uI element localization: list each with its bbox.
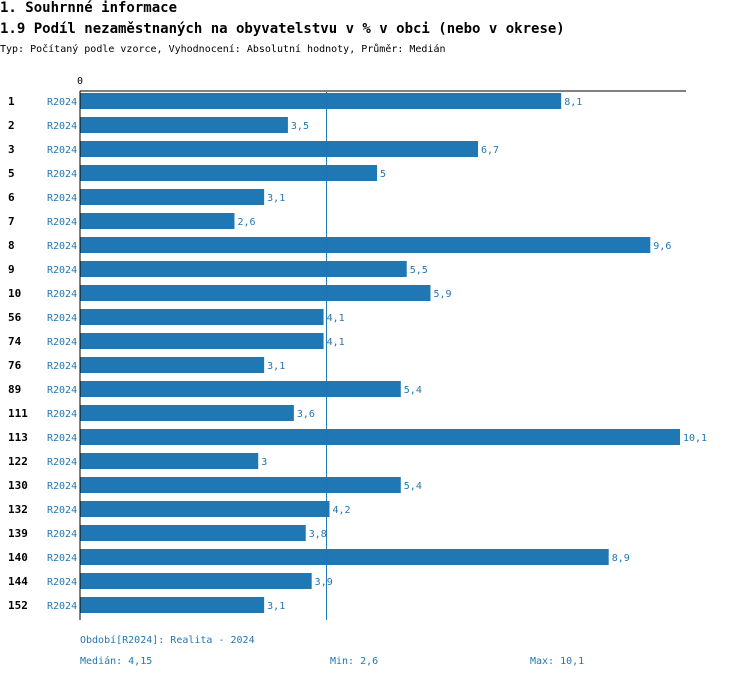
bar	[80, 453, 259, 469]
min-stat: Min: 2,6	[330, 656, 379, 667]
series-label: R2024	[47, 553, 77, 564]
category-label: 132	[8, 503, 28, 516]
category-label: 140	[8, 551, 28, 564]
bar	[80, 525, 306, 541]
bar-value-label: 5,4	[404, 385, 422, 396]
bar	[80, 573, 312, 589]
bar	[80, 213, 235, 229]
category-label: 130	[8, 479, 28, 492]
bar-value-label: 4,2	[333, 505, 351, 516]
series-label: R2024	[47, 601, 77, 612]
max-stat: Max: 10,1	[530, 656, 585, 667]
category-label: 1	[8, 95, 15, 108]
category-label: 74	[8, 335, 22, 348]
series-label: R2024	[47, 193, 77, 204]
section-title: 1. Souhrnné informace	[0, 0, 178, 16]
bar	[80, 597, 265, 613]
bar	[80, 357, 265, 373]
bar	[80, 165, 378, 181]
bar-value-label: 8,9	[612, 553, 630, 564]
category-label: 111	[8, 407, 28, 420]
category-label: 144	[8, 575, 28, 588]
category-label: 122	[8, 455, 28, 468]
bar	[80, 261, 407, 277]
bar-value-label: 4,1	[327, 337, 345, 348]
bar	[80, 189, 265, 205]
bar	[80, 117, 288, 133]
bar-value-label: 5	[380, 169, 386, 180]
series-label: R2024	[47, 289, 77, 300]
bar	[80, 141, 479, 157]
series-label: R2024	[47, 313, 77, 324]
category-label: 76	[8, 359, 22, 372]
bar-value-label: 5,9	[433, 289, 451, 300]
category-label: 2	[8, 119, 15, 132]
bar-value-label: 3,5	[291, 121, 309, 132]
series-label: R2024	[47, 121, 77, 132]
axis-zero-label: 0	[77, 76, 83, 87]
category-label: 56	[8, 311, 22, 324]
series-label: R2024	[47, 169, 77, 180]
bar-value-label: 9,6	[653, 241, 671, 252]
period-legend: Období[R2024]: Realita - 2024	[80, 635, 255, 646]
category-label: 3	[8, 143, 15, 156]
series-label: R2024	[47, 409, 77, 420]
series-label: R2024	[47, 217, 77, 228]
category-label: 10	[8, 287, 21, 300]
bar	[80, 501, 330, 517]
bar	[80, 93, 562, 109]
bar-value-label: 3,6	[297, 409, 315, 420]
chart-subtitle: Typ: Počítaný podle vzorce, Vyhodnocení:…	[0, 44, 446, 55]
bar-value-label: 5,5	[410, 265, 428, 276]
series-label: R2024	[47, 577, 77, 588]
bar	[80, 405, 294, 421]
bar-value-label: 3,8	[309, 529, 327, 540]
bar	[80, 333, 324, 349]
bar-value-label: 6,7	[481, 145, 499, 156]
bar-value-label: 3,9	[315, 577, 333, 588]
bar	[80, 309, 324, 325]
bar-value-label: 10,1	[683, 433, 707, 444]
bar	[80, 477, 401, 493]
bar-value-label: 3,1	[267, 601, 285, 612]
category-label: 139	[8, 527, 28, 540]
series-label: R2024	[47, 457, 77, 468]
median-stat: Medián: 4,15	[80, 656, 153, 667]
bar-value-label: 3	[261, 457, 267, 468]
series-label: R2024	[47, 265, 77, 276]
series-label: R2024	[47, 241, 77, 252]
series-label: R2024	[47, 145, 77, 156]
series-label: R2024	[47, 361, 77, 372]
category-label: 152	[8, 599, 28, 612]
bar-value-label: 5,4	[404, 481, 422, 492]
category-label: 5	[8, 167, 15, 180]
series-label: R2024	[47, 529, 77, 540]
bar	[80, 237, 651, 253]
category-label: 9	[8, 263, 15, 276]
bar	[80, 549, 609, 565]
bar	[80, 429, 680, 445]
series-label: R2024	[47, 505, 77, 516]
category-label: 89	[8, 383, 21, 396]
bar-value-label: 8,1	[564, 97, 582, 108]
series-label: R2024	[47, 481, 77, 492]
series-label: R2024	[47, 433, 77, 444]
category-label: 6	[8, 191, 15, 204]
bar-value-label: 2,6	[237, 217, 255, 228]
bar	[80, 381, 401, 397]
series-label: R2024	[47, 337, 77, 348]
bar-value-label: 3,1	[267, 193, 285, 204]
chart-title: 1.9 Podíl nezaměstnaných na obyvatelstvu…	[0, 21, 565, 37]
series-label: R2024	[47, 385, 77, 396]
bar	[80, 285, 431, 301]
series-label: R2024	[47, 97, 77, 108]
category-label: 7	[8, 215, 15, 228]
category-label: 8	[8, 239, 15, 252]
bar-value-label: 3,1	[267, 361, 285, 372]
category-label: 113	[8, 431, 28, 444]
bar-value-label: 4,1	[327, 313, 345, 324]
